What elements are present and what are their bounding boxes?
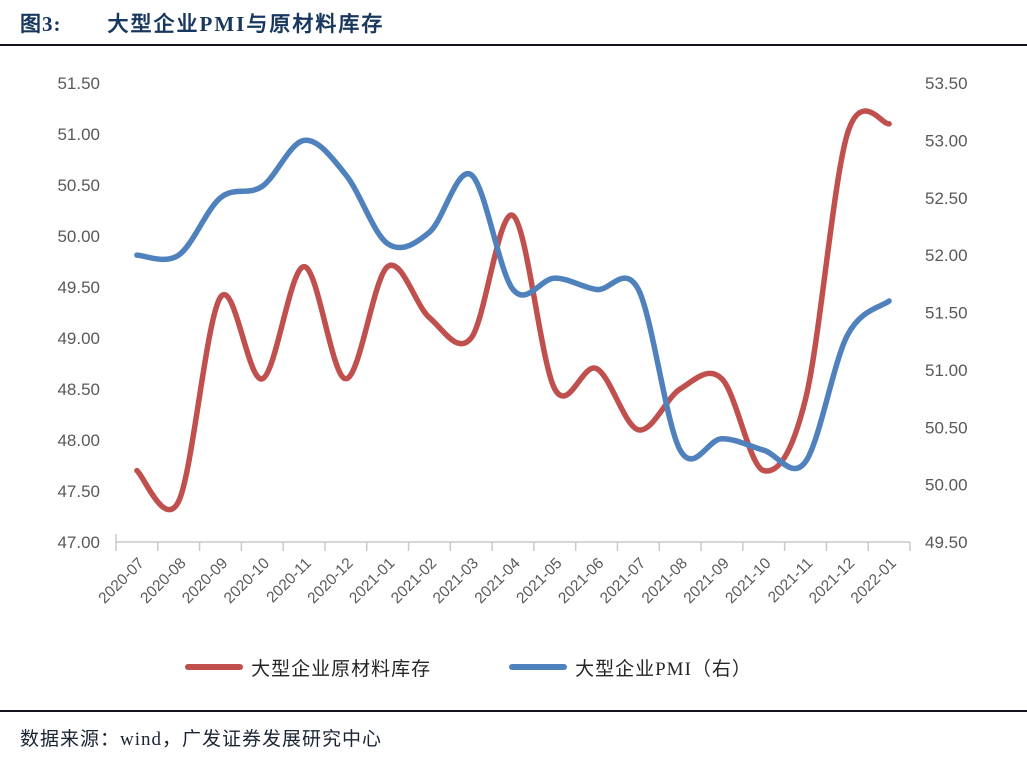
right-axis-tick-label: 52.00 [925,246,968,265]
legend-label-pmi: 大型企业PMI（右） [575,658,752,680]
x-axis-label: 2022-01 [848,555,900,607]
right-axis-tick-label: 50.50 [925,418,968,437]
x-axis-label: 2020-12 [304,555,356,607]
figure-title: 大型企业PMI与原材料库存 [107,12,385,36]
left-axis-tick-label: 48.00 [57,431,100,450]
title-underline [0,44,1027,46]
x-axis-label: 2020-09 [179,555,231,607]
x-axis-label: 2021-05 [513,555,565,607]
right-axis-tick-label: 51.50 [925,304,968,323]
right-axis-tick-label: 53.50 [925,74,968,93]
x-axis-label: 2021-02 [388,555,440,607]
left-axis-tick-label: 47.50 [57,482,100,501]
x-axis-label: 2021-12 [806,555,858,607]
figure-number: 图3: [20,12,62,36]
series-line-0 [134,108,892,513]
x-axis-label: 2020-10 [221,555,274,608]
x-axis-label: 2021-01 [346,555,398,607]
left-axis-tick-label: 49.00 [57,329,100,348]
left-axis-tick-label: 48.50 [57,380,100,399]
data-source: 数据来源：wind，广发证券发展研究中心 [20,729,383,750]
x-axis-label: 2021-07 [597,555,649,607]
right-axis-tick-label: 49.50 [925,533,968,552]
x-axis-label: 2021-08 [639,555,691,607]
legend-label-inventory: 大型企业原材料库存 [251,658,432,680]
figure-footer: 数据来源：wind，广发证券发展研究中心 [0,710,1027,751]
x-axis-label: 2021-03 [430,555,482,607]
left-axis-tick-label: 51.00 [57,125,100,144]
footer-rule [0,710,1027,712]
pmi-inventory-chart: 51.50 51.00 50.50 50.00 49.50 49.00 48.50 48.00… [0,46,1027,646]
x-axis-label: 2021-09 [681,555,733,607]
x-axis-label: 2021-10 [722,555,775,608]
x-axis-label: 2020-07 [95,555,147,607]
left-axis-tick-label: 49.50 [57,278,100,297]
figure-header: 图3: 大型企业PMI与原材料库存 [0,0,1027,40]
left-axis-tick-label: 47.00 [57,533,100,552]
legend-item-pmi: 大型企业PMI（右） [509,654,752,681]
legend-line-blue-icon [509,664,568,670]
x-axis-label: 2021-06 [555,555,607,607]
left-axis-tick-label: 50.50 [57,176,100,195]
left-axis-tick-label: 51.50 [57,74,100,93]
series-line-1 [134,137,892,472]
x-axis-label: 2020-08 [137,555,189,607]
chart-canvas: 51.50 51.00 50.50 50.00 49.50 49.00 48.50 48.00… [57,74,968,608]
right-axis-tick-label: 50.00 [925,476,968,495]
right-axis-tick-label: 51.00 [925,361,968,380]
right-axis-tick-label: 52.50 [925,189,968,208]
chart-legend: 大型企业原材料库存 大型企业PMI（右） [0,646,1027,688]
legend-line-red-icon [185,664,244,670]
left-axis-tick-label: 50.00 [57,227,100,246]
right-axis-tick-label: 53.00 [925,131,968,150]
legend-item-inventory: 大型企业原材料库存 [185,654,431,681]
